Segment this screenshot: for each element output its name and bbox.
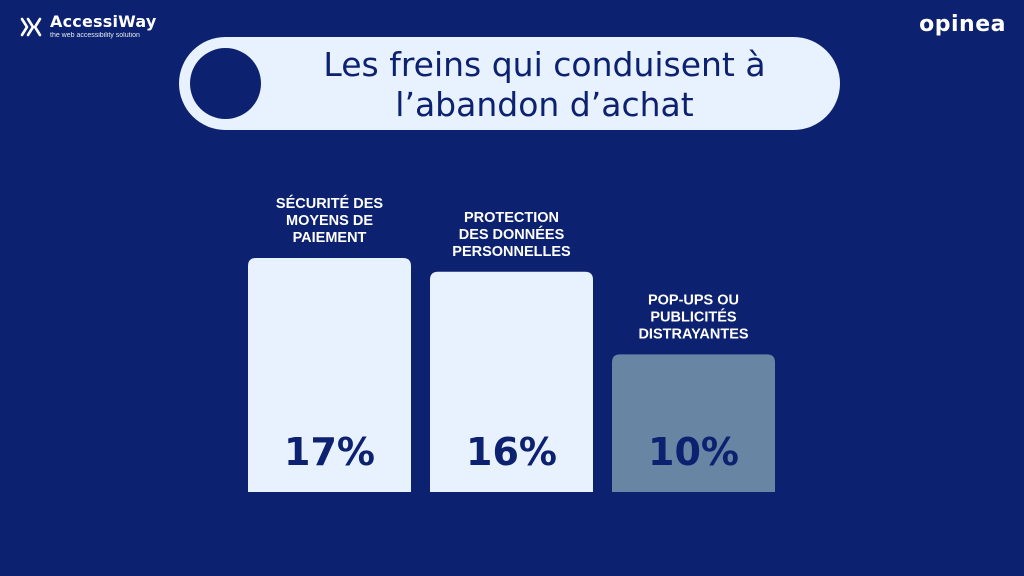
- category-label-0-line-1: MOYENS DE: [286, 213, 373, 229]
- title-banner: Les freins qui conduisent à l’abandon d’…: [179, 37, 840, 130]
- category-label-0-line-0: SÉCURITÉ DES: [276, 195, 383, 212]
- title-line-2: l’abandon d’achat: [395, 85, 694, 124]
- bar-1: [430, 271, 593, 492]
- title-line-1: Les freins qui conduisent à: [323, 45, 766, 84]
- value-label-2: 10%: [648, 430, 739, 474]
- accessiway-icon: [20, 17, 42, 36]
- accessiway-brand-name: AccessiWay: [50, 12, 157, 31]
- category-label-2-line-1: PUBLICITÉS: [650, 308, 737, 325]
- category-label-0-line-2: PAIEMENT: [293, 230, 367, 246]
- category-label-1-line-2: PERSONNELLES: [452, 244, 571, 260]
- title-decorative-circle: [190, 48, 261, 119]
- bar-0: [248, 258, 411, 492]
- bar-2: [612, 354, 775, 492]
- category-label-2-line-2: DISTRAYANTES: [638, 326, 748, 342]
- category-label-2-line-0: POP-UPS OU: [648, 292, 739, 308]
- value-label-1: 16%: [466, 430, 557, 474]
- accessiway-logo: AccessiWay the web accessibility solutio…: [18, 14, 157, 39]
- page-title: Les freins qui conduisent à l’abandon d’…: [289, 45, 800, 125]
- value-label-0: 17%: [284, 430, 375, 474]
- category-label-1-line-1: DES DONNÉES: [459, 226, 565, 243]
- opinea-logo: opinea: [919, 12, 1006, 37]
- accessiway-tagline: the web accessibility solution: [50, 32, 140, 39]
- category-label-1-line-0: PROTECTION: [464, 210, 559, 226]
